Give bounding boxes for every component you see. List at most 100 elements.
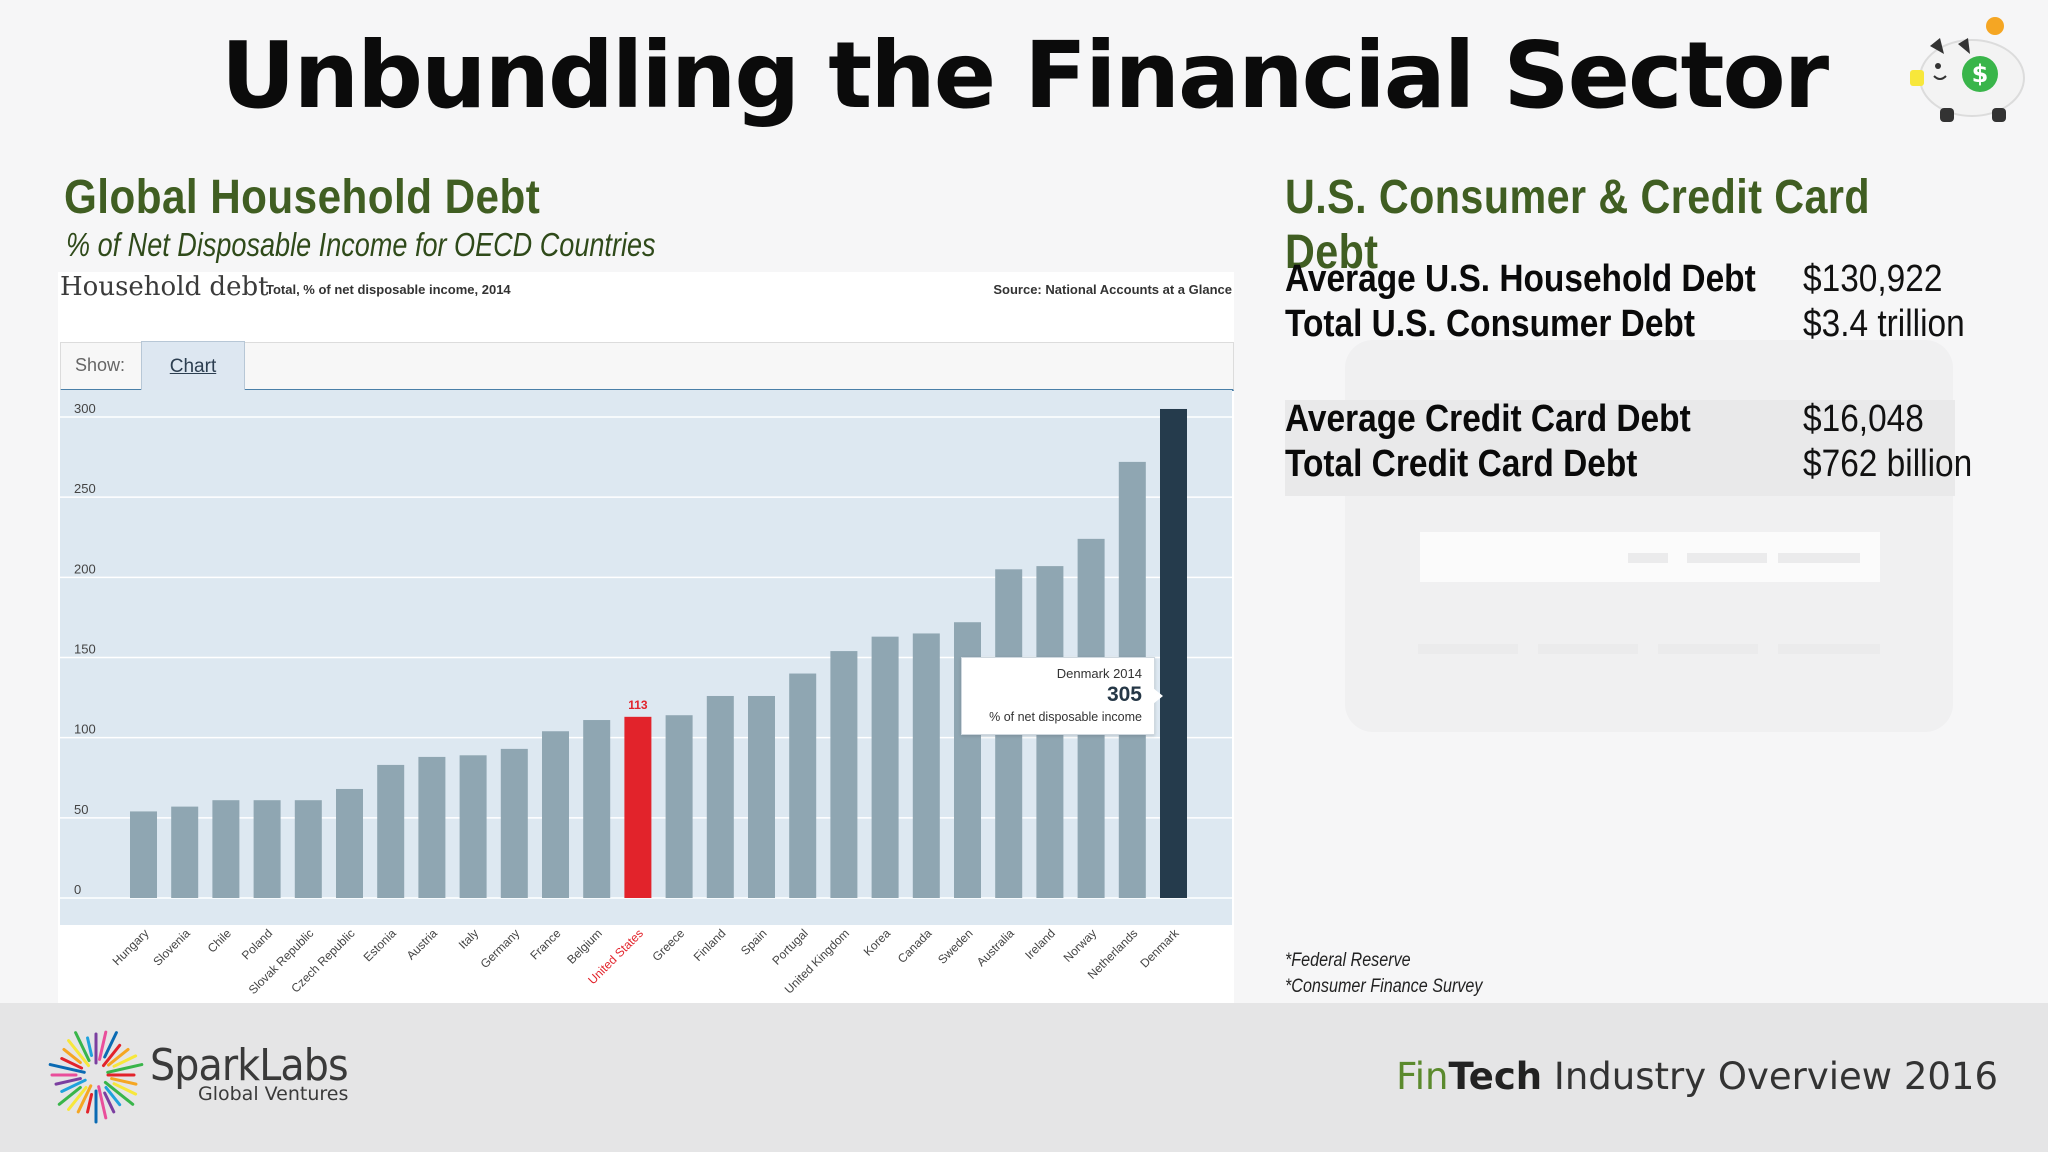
- bar-france[interactable]: [542, 731, 569, 898]
- bar-austria[interactable]: [418, 756, 446, 898]
- show-label: Show:: [75, 355, 126, 375]
- bar-belgium[interactable]: [583, 720, 611, 898]
- card-number-dash: [1418, 644, 1518, 654]
- logo-ray: [103, 1091, 116, 1114]
- x-tick-label: Australia: [974, 926, 1017, 969]
- logo-ray: [112, 1054, 138, 1068]
- logo-ray: [103, 1031, 118, 1059]
- logo-ray: [104, 1086, 122, 1107]
- card-number-dash: [1538, 644, 1638, 654]
- bar-spain[interactable]: [748, 695, 775, 898]
- bar-slovak-republic[interactable]: [294, 800, 322, 898]
- x-tick-label: Italy: [456, 926, 481, 951]
- bar-greece[interactable]: [665, 715, 693, 898]
- x-tick-label: Hungary: [110, 926, 152, 968]
- bar-finland[interactable]: [706, 695, 734, 898]
- x-tick-label: Slovenia: [150, 926, 193, 969]
- y-tick-label: 0: [74, 882, 81, 897]
- logo-ray: [57, 1085, 82, 1106]
- tab-chart[interactable]: Chart: [141, 341, 245, 390]
- left-section-subtitle: % of Net Disposable Income for OECD Coun…: [66, 226, 656, 263]
- footnote: *Consumer Finance Survey: [1285, 976, 1483, 997]
- x-tick-label: Sweden: [935, 926, 976, 967]
- y-tick-label: 250: [74, 481, 96, 496]
- logo-ray: [67, 1086, 88, 1111]
- logo-ray: [97, 1085, 108, 1120]
- stat-label: Average U.S. Household Debt: [1285, 258, 1756, 300]
- brand-name: SparkLabs: [150, 1040, 349, 1091]
- x-tick-label: Austria: [404, 926, 441, 963]
- card-dash: [1628, 553, 1668, 563]
- tooltip-value: 305: [1106, 683, 1142, 706]
- logo-ray: [101, 1043, 122, 1068]
- logo-ray: [74, 1031, 91, 1063]
- deck-title-tech: Tech: [1448, 1055, 1543, 1098]
- x-tick-label: Ireland: [1022, 926, 1058, 962]
- credit-card-stripe: [1285, 400, 1955, 496]
- bar-chile[interactable]: [212, 800, 240, 898]
- logo-ray: [106, 1063, 144, 1074]
- logo-ray: [62, 1047, 82, 1065]
- card-dash: [1778, 553, 1860, 563]
- bar-denmark[interactable]: [1160, 408, 1187, 898]
- view-toggle-bar: Show: Chart: [60, 341, 1234, 391]
- brand-subtitle: Global Ventures: [198, 1083, 349, 1105]
- slide-title: Unbundling the Financial Sector: [220, 22, 1829, 129]
- bar-estonia[interactable]: [377, 764, 405, 898]
- x-tick-label: Chile: [205, 926, 234, 955]
- x-tick-label: Spain: [738, 926, 770, 958]
- y-tick-label: 150: [74, 642, 96, 657]
- y-tick-label: 50: [74, 802, 88, 817]
- stat-value: $16,048: [1803, 398, 1924, 440]
- stat-label: Total U.S. Consumer Debt: [1285, 303, 1695, 345]
- logo-ray: [76, 1084, 93, 1114]
- tooltip-pointer: [1153, 688, 1163, 704]
- stat-value: $3.4 trillion: [1803, 303, 1965, 345]
- x-tick-label: Finland: [691, 926, 729, 964]
- footnote: *Federal Reserve: [1285, 950, 1411, 971]
- household-debt-chart-panel: Household debt Total, % of net disposabl…: [58, 272, 1234, 1004]
- logo-ray: [103, 1080, 135, 1106]
- bar-hungary[interactable]: [130, 811, 157, 898]
- logo-ray: [60, 1057, 84, 1070]
- x-tick-label: Portugal: [769, 926, 811, 968]
- x-tick-label: Estonia: [361, 926, 399, 964]
- deck-title: FinTech Industry Overview 2016: [1396, 1055, 1998, 1098]
- bar-slovenia[interactable]: [171, 806, 199, 898]
- right-section-title: U.S. Consumer & Credit Card Debt: [1285, 171, 1871, 279]
- slide-footer: [0, 1003, 2048, 1152]
- stat-label: Total Credit Card Debt: [1285, 443, 1638, 485]
- stat-label: Average Credit Card Debt: [1285, 398, 1691, 440]
- x-tick-label: Poland: [239, 926, 275, 962]
- x-tick-label: Belgium: [564, 926, 605, 967]
- logo-ray: [112, 1082, 138, 1096]
- card-number-dash: [1658, 644, 1758, 654]
- logo-ray: [98, 1030, 108, 1061]
- highlight-data-label: 113: [628, 698, 648, 712]
- svg-text:$: $: [1972, 60, 1989, 88]
- x-tick-label: Canada: [895, 926, 935, 966]
- bar-italy[interactable]: [459, 755, 487, 898]
- bar-united-states[interactable]: [624, 716, 652, 898]
- bar-united-kingdom[interactable]: [830, 651, 858, 898]
- x-tick-label: Greece: [649, 926, 687, 964]
- bar-korea[interactable]: [871, 636, 899, 898]
- logo-ray: [54, 1077, 82, 1086]
- bar-portugal[interactable]: [789, 673, 817, 898]
- logo-ray: [67, 1039, 91, 1068]
- chart-tooltip: Denmark 2014 305 % of net disposable inc…: [961, 657, 1155, 735]
- chart-source: Source: National Accounts at a Glance: [993, 282, 1232, 297]
- logo-ray: [60, 1078, 87, 1093]
- bar-czech-republic[interactable]: [336, 788, 363, 898]
- bar-germany[interactable]: [500, 748, 528, 898]
- bar-poland[interactable]: [253, 800, 281, 898]
- bar-canada[interactable]: [912, 633, 940, 898]
- stat-value: $762 billion: [1803, 443, 1973, 485]
- logo-ray: [110, 1077, 138, 1086]
- y-tick-label: 200: [74, 561, 96, 576]
- logo-ray: [86, 1092, 94, 1114]
- x-tick-label: Denmark: [1137, 926, 1182, 971]
- y-tick-label: 100: [74, 722, 96, 737]
- tooltip-unit: % of net disposable income: [989, 710, 1142, 724]
